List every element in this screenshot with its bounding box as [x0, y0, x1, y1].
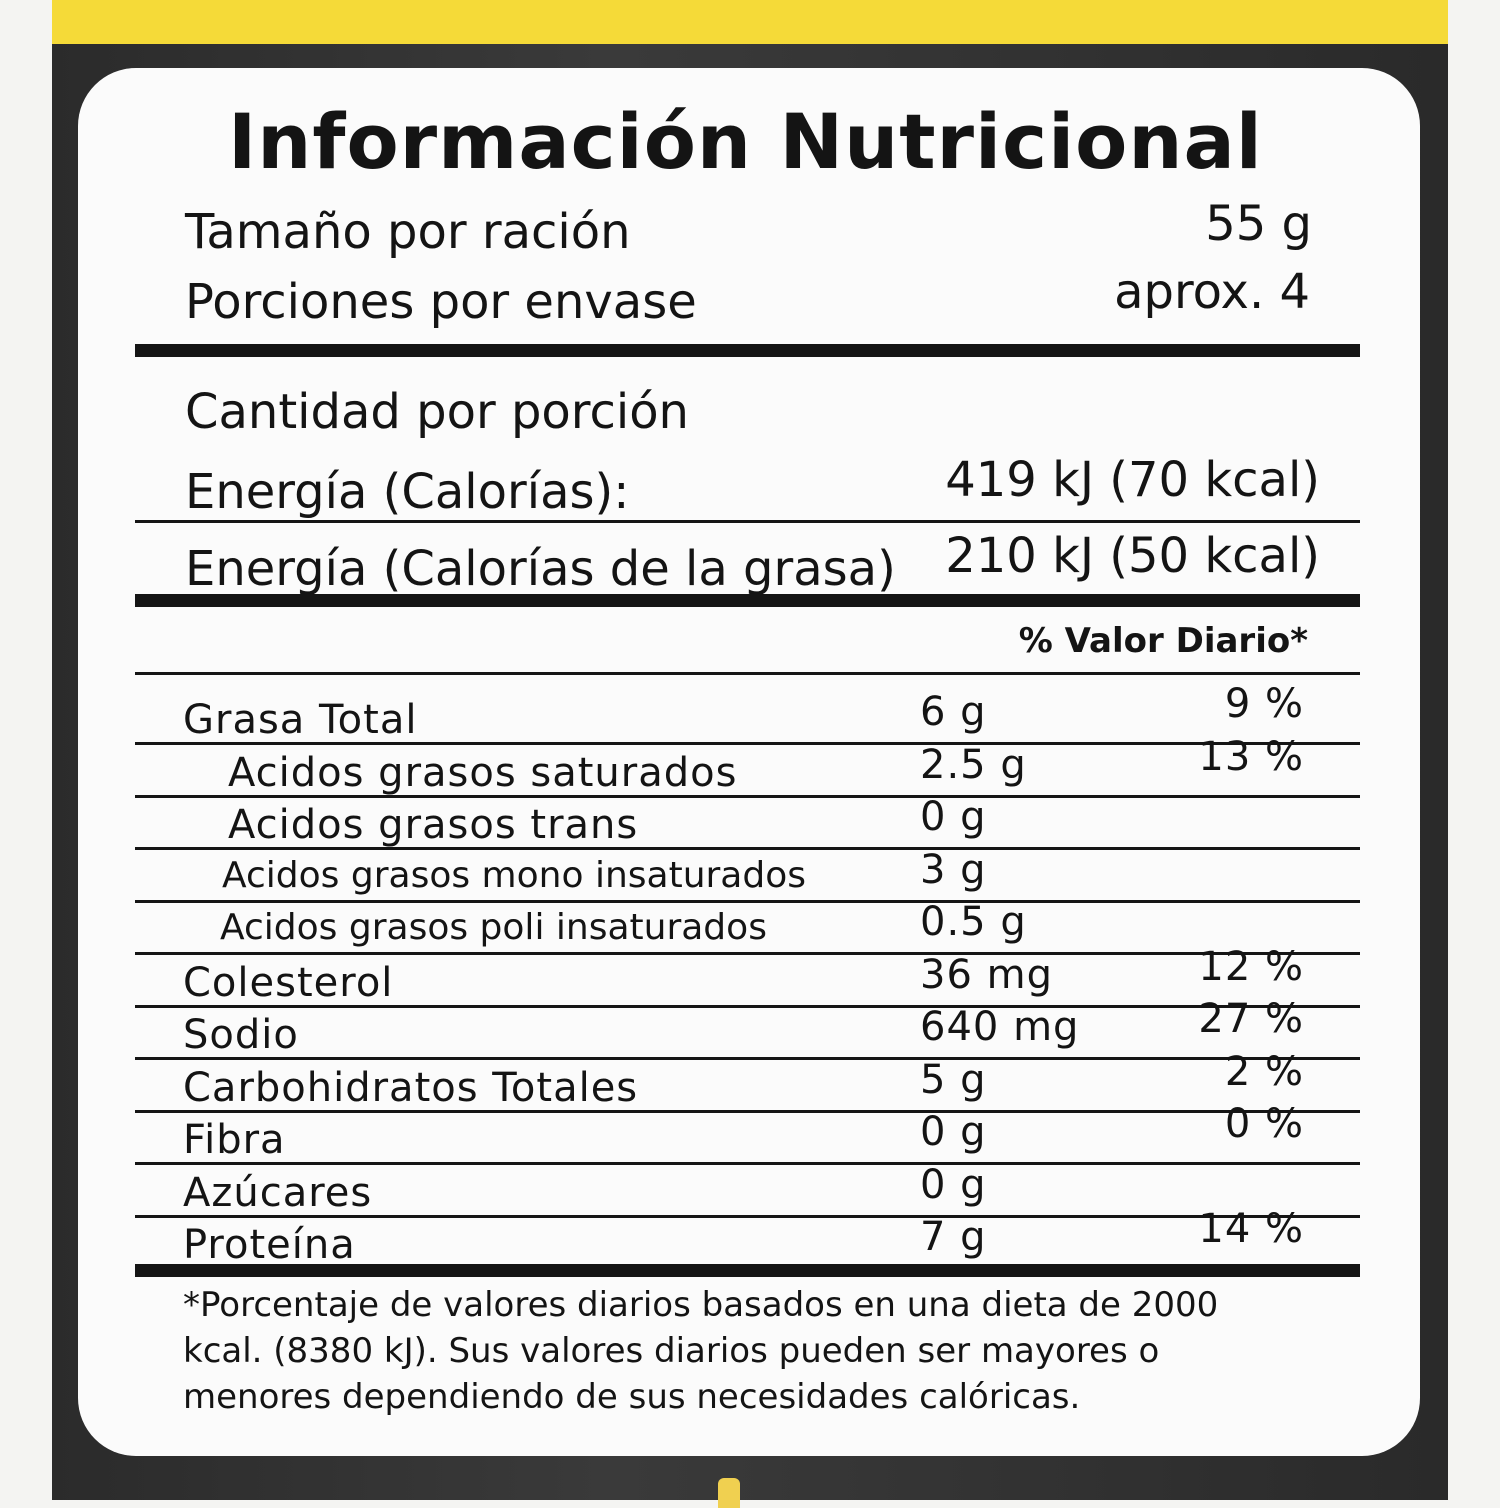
divider — [135, 1057, 1360, 1060]
nutrient-daily-value: 13 % — [1198, 733, 1304, 780]
nutrient-daily-value: 27 % — [1198, 996, 1304, 1042]
divider — [135, 520, 1360, 523]
nutrient-amount: 7 g — [920, 1214, 987, 1260]
nutrient-name: Acidos grasos mono insaturados — [222, 854, 806, 896]
nutrient-name: Acidos grasos saturados — [228, 749, 738, 796]
packaging-yellow-strip — [52, 0, 1448, 46]
daily-value-header: % Valor Diario* — [1018, 621, 1308, 661]
nutrient-daily-value: 9 % — [1224, 681, 1304, 727]
divider — [135, 1162, 1360, 1165]
divider — [135, 594, 1360, 607]
nutrient-name: Sodio — [183, 1012, 299, 1058]
nutrient-amount: 5 g — [920, 1056, 987, 1103]
nutrient-amount: 0 g — [920, 1161, 987, 1208]
energy-value: 419 kJ (70 kcal) — [945, 452, 1320, 508]
footnote: *Porcentaje de valores diarios basados e… — [183, 1285, 1219, 1417]
energy-fat-label: Energía (Calorías de la grasa) — [185, 541, 896, 597]
divider — [135, 1109, 1360, 1113]
serving-size-label: Tamaño por ración — [185, 204, 631, 260]
divider — [135, 952, 1360, 955]
divider — [135, 672, 1360, 675]
divider — [135, 847, 1360, 850]
nutrient-name: Colesterol — [183, 959, 394, 1006]
energy-label: Energía (Calorías): — [185, 464, 630, 520]
nutrient-name: Fibra — [183, 1117, 286, 1163]
nutrient-amount: 640 mg — [920, 1004, 1080, 1050]
divider — [135, 794, 1360, 798]
nutrient-amount: 3 g — [920, 846, 987, 893]
amount-per-serving: Cantidad por porción — [185, 384, 689, 440]
divider — [135, 1214, 1360, 1218]
divider — [135, 1264, 1360, 1277]
label-title: Información Nutricional — [228, 97, 1263, 186]
packaging-yellow-mark — [718, 1478, 740, 1508]
nutrient-amount: 2.5 g — [920, 741, 1027, 788]
nutrient-daily-value: 12 % — [1198, 943, 1304, 990]
divider — [135, 899, 1360, 903]
nutrient-name: Proteína — [183, 1222, 356, 1268]
nutrient-name: Acidos grasos poli insaturados — [220, 907, 767, 948]
nutrient-daily-value: 14 % — [1198, 1206, 1304, 1252]
servings-value: aprox. 4 — [1114, 264, 1310, 320]
nutrient-name: Grasa Total — [183, 697, 418, 743]
nutrient-name: Acidos grasos trans — [228, 802, 639, 848]
nutrient-amount: 6 g — [920, 689, 987, 735]
nutrient-amount: 0 g — [920, 1109, 987, 1155]
nutrition-label — [78, 68, 1420, 1456]
nutrient-amount: 36 mg — [920, 951, 1053, 998]
serving-size-value: 55 g — [1205, 196, 1312, 252]
nutrient-amount: 0.5 g — [920, 899, 1027, 945]
divider — [135, 344, 1360, 357]
nutrient-daily-value: 2 % — [1224, 1048, 1304, 1095]
nutrient-daily-value: 0 % — [1224, 1101, 1304, 1147]
nutrient-name: Carbohidratos Totales — [183, 1064, 639, 1111]
energy-fat-value: 210 kJ (50 kcal) — [945, 528, 1320, 584]
divider — [135, 742, 1360, 745]
nutrient-name: Azúcares — [183, 1169, 373, 1216]
servings-label: Porciones por envase — [185, 274, 697, 330]
nutrient-amount: 0 g — [920, 794, 987, 840]
divider — [135, 1004, 1360, 1008]
